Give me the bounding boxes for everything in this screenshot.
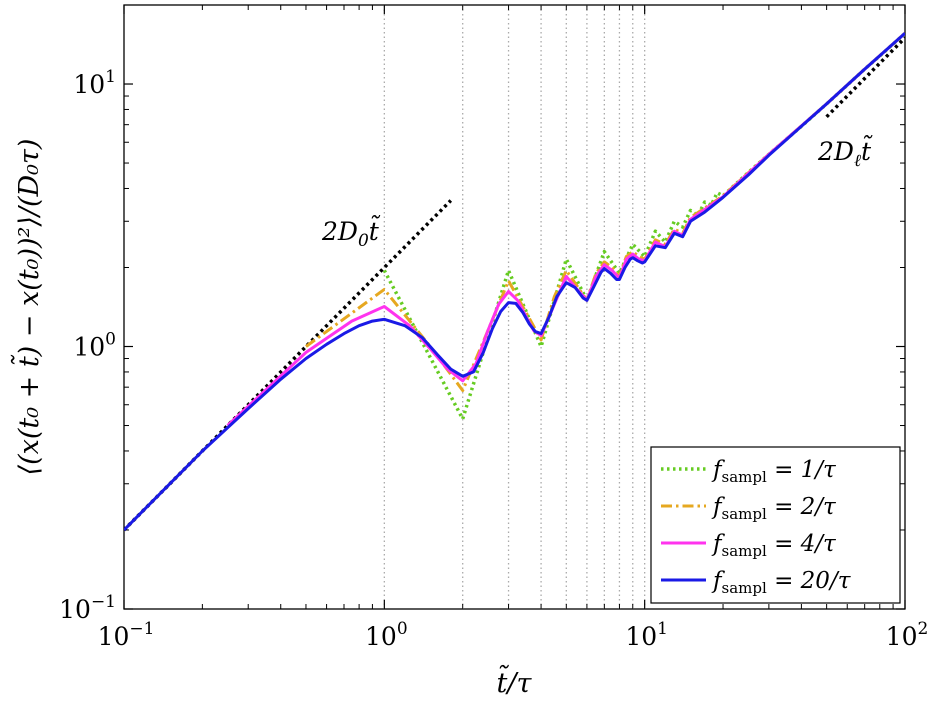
series-line-4 xyxy=(124,32,905,532)
scaling-annotation-2: 2Dℓt̃ xyxy=(817,135,873,171)
y-tick-label: 10−1 xyxy=(59,592,116,624)
legend: fsampl = 1/τ fsampl = 2/τ fsampl = 4/τ fsam… xyxy=(650,446,901,604)
legend-label-3: fsampl = 4/τ xyxy=(711,531,837,560)
legend-label-4: fsampl = 20/τ xyxy=(711,568,852,597)
x-axis-label: t̃/τ xyxy=(497,664,533,699)
legend-label-2: fsampl = 2/τ xyxy=(711,494,837,523)
x-tick-label: 102 xyxy=(886,619,927,651)
legend-box xyxy=(650,446,901,604)
x-tick-label: 100 xyxy=(365,619,408,651)
y-tick-label: 101 xyxy=(73,67,116,99)
x-tick-label: 101 xyxy=(625,619,668,651)
legend-label-1: fsampl = 1/τ xyxy=(711,457,837,486)
y-axis-label: ⟨(x(t₀ + t̃) − x(t₀))²⟩/(D₀τ) xyxy=(10,139,45,476)
x-tick-label: 10−1 xyxy=(98,619,155,651)
scaling-reference-line xyxy=(825,36,905,119)
y-tick-label: 100 xyxy=(73,330,116,362)
scaling-annotation-1: 2D0t̃ xyxy=(321,215,381,251)
